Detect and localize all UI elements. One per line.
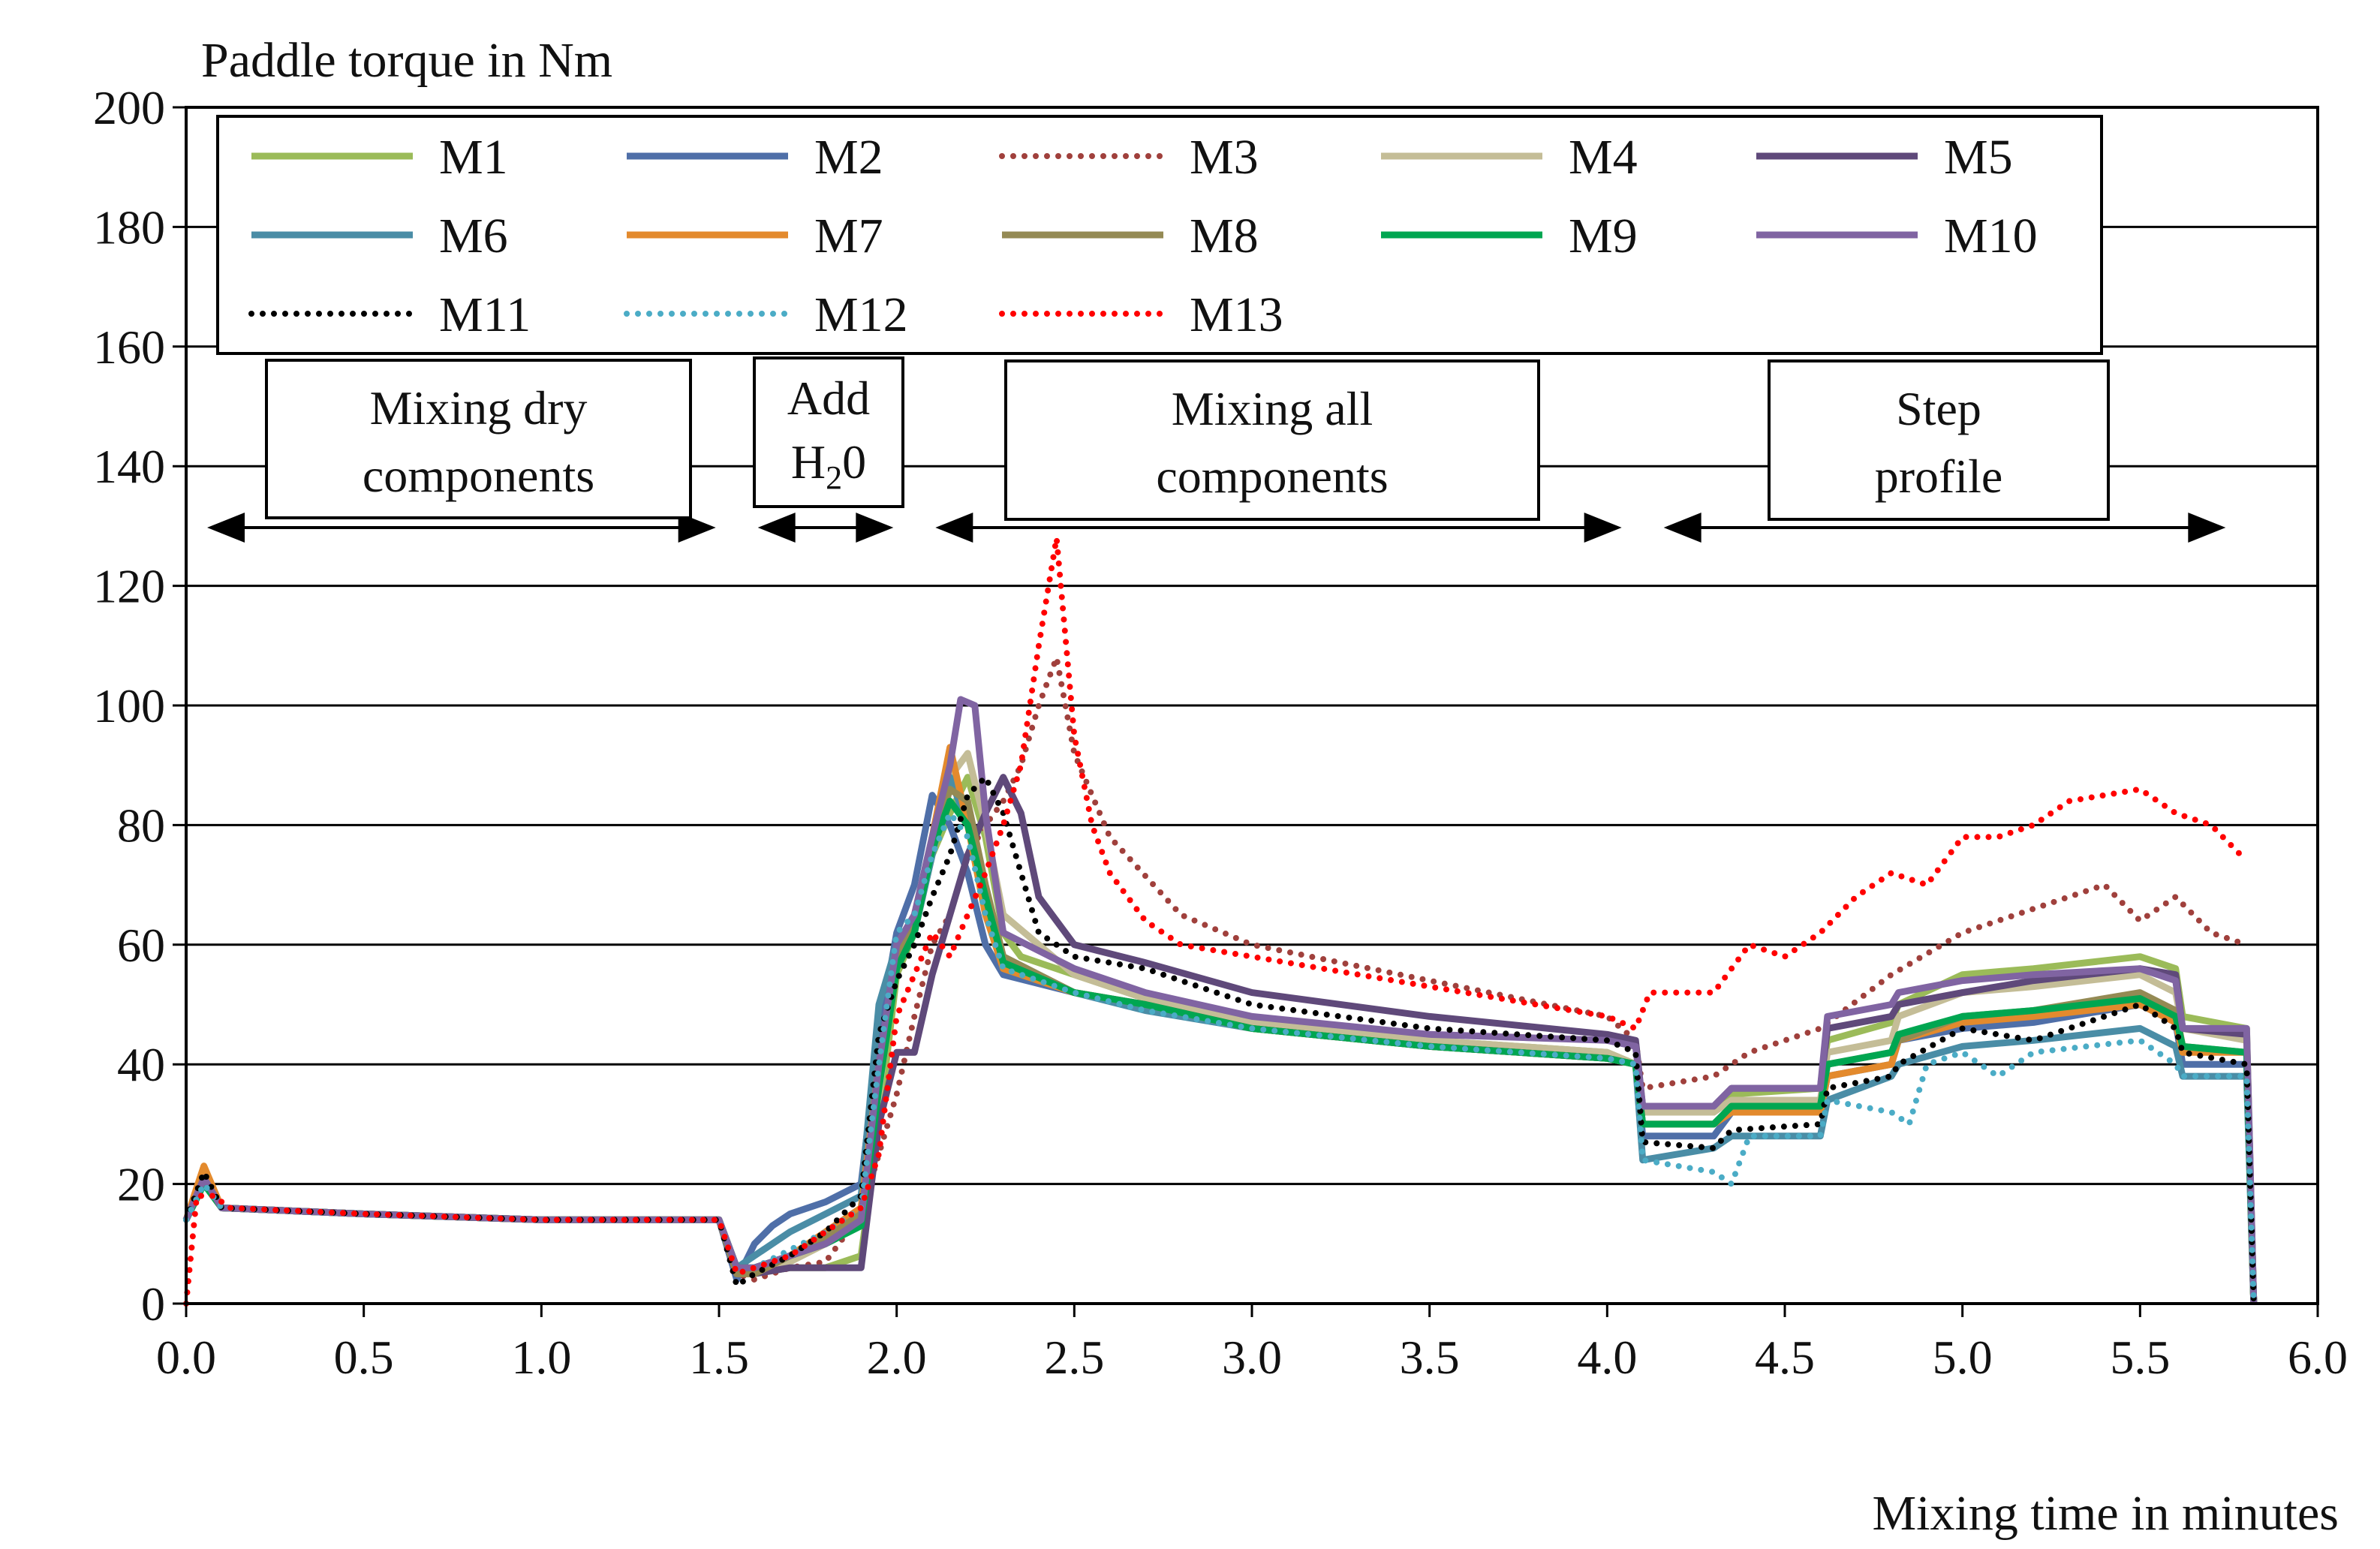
- phase-label-box: [1004, 359, 1540, 521]
- arrowhead-right-icon: [856, 513, 894, 543]
- axis-ticks: 0 20 40 60 80 100 120 140 160 180 200 0.0 0.5 1.0 1.5 2…: [93, 81, 2348, 1384]
- arrowhead-left-icon: [757, 513, 796, 543]
- x-tick-label-5.5: 5.5: [2110, 1331, 2170, 1384]
- arrowhead-right-icon: [2188, 513, 2226, 543]
- legend-item-m4: M4: [1381, 130, 1638, 185]
- series-line-m8: [182, 786, 2258, 1304]
- x-axis-title: Mixing time in minutes: [1873, 1486, 2339, 1541]
- legend-item-m9: M9: [1381, 209, 1638, 263]
- phase-mixing-dry: Mixing dry components: [207, 359, 716, 543]
- y-tick-label-0: 0: [141, 1277, 165, 1331]
- x-tick-label-4.0: 4.0: [1577, 1331, 1637, 1384]
- legend-label: M13: [1190, 287, 1283, 342]
- arrowhead-left-icon: [935, 513, 973, 543]
- series-lines: [182, 534, 2258, 1307]
- x-tick-label-1.5: 1.5: [689, 1331, 749, 1384]
- y-tick-label-180: 180: [93, 200, 165, 254]
- x-tick-label-4.5: 4.5: [1755, 1331, 1815, 1384]
- y-tick-label-160: 160: [93, 320, 165, 374]
- legend-item-m10: M10: [1756, 209, 2038, 263]
- legend-item-m3: M3: [999, 130, 1259, 185]
- y-tick-label-120: 120: [93, 560, 165, 613]
- phase-label-line: components: [1156, 450, 1388, 503]
- legend-item-m2: M2: [627, 130, 883, 185]
- phase-label-box: [1768, 359, 2110, 521]
- phase-label-box: [753, 356, 904, 508]
- series-line-m12: [183, 810, 2257, 1307]
- arrowhead-right-icon: [678, 513, 716, 543]
- x-tick-label-3.5: 3.5: [1400, 1331, 1460, 1384]
- legend: M1 M2 M3 M4 M5 M6 M7 M8 M9 M10 M11 M12 M13: [216, 115, 2103, 355]
- legend-label: M2: [814, 130, 883, 185]
- legend-item-m7: M7: [627, 209, 883, 263]
- legend-label: M3: [1190, 130, 1259, 185]
- phase-annotations: Mixing dry components Add H20 Mixing all comp…: [207, 356, 2226, 543]
- y-tick-label-80: 80: [117, 799, 165, 852]
- legend-label: M5: [1944, 130, 2013, 185]
- phase-label-box: [265, 359, 692, 519]
- y-tick-label-100: 100: [93, 679, 165, 732]
- phase-mixing-all: Mixing all components: [935, 359, 1622, 543]
- legend-item-m5: M5: [1756, 130, 2013, 185]
- legend-label: M12: [814, 287, 908, 342]
- legend-item-m6: M6: [251, 209, 508, 263]
- phase-label-line: Step: [1896, 382, 1981, 435]
- legend-label: M4: [1569, 130, 1638, 185]
- x-tick-label-5.0: 5.0: [1933, 1331, 1993, 1384]
- x-tick-label-0.5: 0.5: [334, 1331, 394, 1384]
- legend-item-m11: M11: [248, 287, 531, 342]
- legend-item-m8: M8: [1002, 209, 1259, 263]
- y-tick-label-140: 140: [93, 440, 165, 493]
- x-tick-label-1.0: 1.0: [511, 1331, 571, 1384]
- arrowhead-left-icon: [207, 513, 245, 543]
- legend-label: M1: [439, 130, 508, 185]
- phase-label-line: Mixing all: [1172, 382, 1373, 435]
- legend-item-m1: M1: [251, 130, 508, 185]
- phase-label-line: H20: [791, 435, 866, 496]
- phase-add-water: Add H20: [753, 356, 904, 543]
- y-tick-label-60: 60: [117, 919, 165, 972]
- legend-item-m13: M13: [999, 287, 1283, 342]
- series-line-m13: [183, 534, 2250, 1307]
- legend-label: M6: [439, 209, 508, 263]
- series-line-m11: [183, 774, 2257, 1307]
- series-line-m3: [183, 654, 2250, 1283]
- phase-label-line: Mixing dry: [370, 381, 588, 435]
- y-tick-label-200: 200: [93, 81, 165, 134]
- phase-label-line: profile: [1875, 450, 2003, 503]
- legend-item-m12: M12: [624, 287, 908, 342]
- legend-label: M8: [1190, 209, 1259, 263]
- x-tick-label-0.0: 0.0: [156, 1331, 216, 1384]
- legend-label: M9: [1569, 209, 1638, 263]
- x-tick-label-2.0: 2.0: [867, 1331, 927, 1384]
- legend-label: M11: [439, 287, 531, 342]
- phase-label-line: components: [363, 449, 594, 502]
- series-line-m10: [182, 696, 2258, 1304]
- x-tick-label-3.0: 3.0: [1222, 1331, 1282, 1384]
- phase-step-profile: Step profile: [1663, 359, 2226, 543]
- y-tick-label-40: 40: [117, 1038, 165, 1091]
- arrowhead-right-icon: [1584, 513, 1622, 543]
- y-axis-title: Paddle torque in Nm: [201, 33, 612, 88]
- x-tick-label-6.0: 6.0: [2288, 1331, 2348, 1384]
- legend-label: M7: [814, 209, 883, 263]
- legend-label: M10: [1944, 209, 2038, 263]
- phase-label-line: Add: [787, 371, 870, 425]
- x-tick-label-2.5: 2.5: [1044, 1331, 1104, 1384]
- y-tick-label-20: 20: [117, 1158, 165, 1211]
- arrowhead-left-icon: [1663, 513, 1702, 543]
